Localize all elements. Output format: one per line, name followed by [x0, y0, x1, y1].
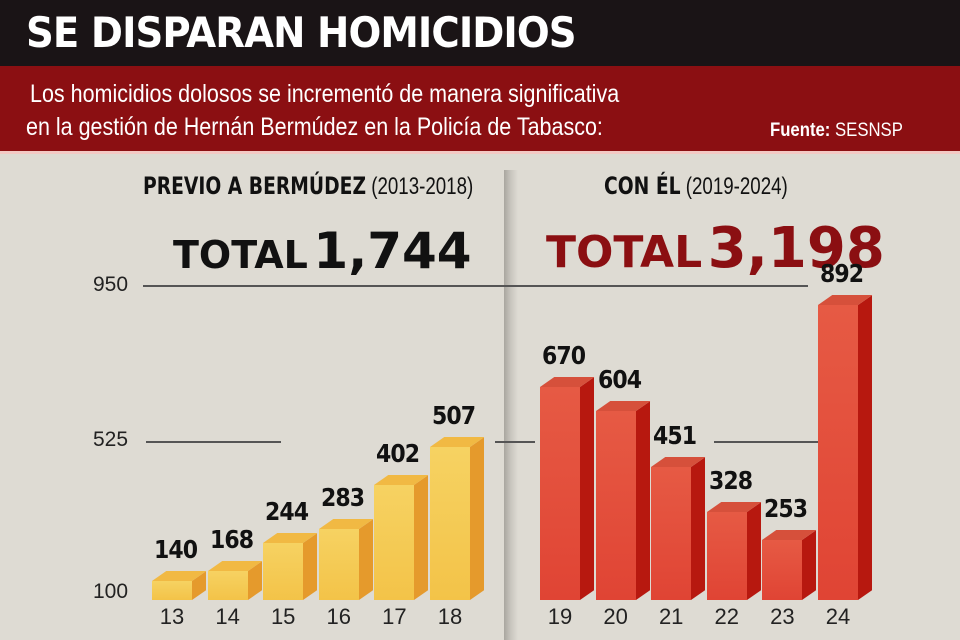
bar-14 [207, 561, 262, 600]
value-label-24: 892 [819, 259, 864, 289]
value-label-22: 328 [708, 466, 753, 496]
bar-front [818, 305, 858, 600]
x-label-17: 17 [382, 604, 407, 629]
bar-side [746, 502, 761, 600]
bar-side [358, 519, 373, 600]
bar-front [595, 411, 636, 600]
gridline-525 [146, 441, 281, 443]
x-label-18: 18 [437, 604, 463, 629]
x-label-14: 14 [215, 604, 240, 629]
gridline-525-mid [495, 441, 535, 443]
bar-23 [762, 529, 817, 600]
x-label-13: 13 [159, 604, 185, 629]
bar-front [374, 485, 415, 600]
bar-21 [651, 457, 706, 600]
source-value: SESNSP [835, 120, 903, 141]
before-panel-title: PREVIO A BERMÚDEZ (2013-2018) [143, 172, 473, 201]
bar-16 [318, 518, 374, 600]
bar-side [470, 436, 484, 600]
before-title-range: (2013-2018) [371, 173, 474, 200]
value-label-14: 168 [209, 525, 254, 555]
during-total-label: TOTAL [546, 227, 703, 278]
bar-18 [430, 436, 485, 600]
during-total: TOTAL 3,198 [546, 216, 885, 281]
value-label-17: 402 [376, 439, 420, 469]
gridline-950 [143, 285, 808, 287]
bar-front [318, 528, 359, 600]
y-tick-525: 525 [93, 428, 129, 451]
bar-front [152, 581, 192, 600]
bar-side [414, 475, 429, 600]
bar-17 [374, 475, 429, 600]
chart-title: SE DISPARAN HOMICIDIOS [26, 8, 577, 57]
bar-15 [263, 533, 318, 600]
subtitle-line-1: Los homicidios dolosos se incrementó de … [30, 80, 620, 108]
bar-front [762, 539, 803, 600]
bar-side [858, 295, 872, 600]
bar-24 [818, 295, 873, 600]
bar-side [802, 530, 817, 600]
source: Fuente: SESNSP [770, 120, 903, 142]
bar-13 [152, 571, 207, 600]
bar-front [207, 571, 248, 600]
during-total-value: 3,198 [707, 216, 885, 281]
x-label-22: 22 [714, 604, 740, 629]
y-tick-950: 950 [93, 273, 129, 296]
value-label-21: 451 [653, 421, 697, 451]
during-title-bold: CON ÉL [604, 172, 681, 200]
bar-20 [595, 401, 650, 600]
value-label-18: 507 [431, 400, 476, 430]
bar-front [651, 467, 692, 600]
value-label-16: 283 [320, 482, 365, 512]
value-label-19: 670 [541, 340, 586, 370]
during-title-range: (2019-2024) [685, 173, 788, 200]
value-label-15: 244 [265, 497, 309, 527]
bar-side [691, 457, 706, 600]
before-total-value: 1,744 [313, 222, 472, 280]
x-label-19: 19 [547, 604, 573, 629]
value-label-13: 140 [153, 535, 198, 565]
bar-19 [540, 376, 595, 600]
x-label-24: 24 [825, 604, 851, 629]
bar-front [430, 446, 470, 600]
x-label-15: 15 [270, 604, 296, 629]
before-total-label: TOTAL [173, 233, 308, 277]
y-tick-100: 100 [93, 580, 129, 603]
header-bar: SE DISPARAN HOMICIDIOS [0, 0, 960, 66]
gridline-525-right [714, 441, 818, 443]
bar-22 [706, 502, 762, 600]
during-panel-title: CON ÉL (2019-2024) [604, 172, 788, 201]
bar-front [706, 512, 747, 600]
value-label-20: 604 [597, 365, 642, 394]
x-label-23: 23 [770, 604, 795, 629]
bar-side [635, 401, 650, 600]
before-total: TOTAL 1,744 [173, 222, 472, 280]
before-title-bold: PREVIO A BERMÚDEZ [143, 172, 367, 200]
value-label-23: 253 [764, 493, 808, 523]
x-label-16: 16 [326, 604, 352, 629]
source-label: Fuente: [770, 120, 831, 141]
x-label-20: 20 [603, 604, 628, 629]
bar-front [540, 386, 580, 600]
bar-side [303, 533, 318, 600]
subheader-bar: Los homicidios dolosos se incrementó de … [0, 66, 960, 154]
x-label-21: 21 [658, 604, 684, 629]
bar-side [580, 376, 594, 600]
subtitle-line-2: en la gestión de Hernán Bermúdez en la P… [26, 113, 603, 141]
panel-divider [504, 170, 518, 640]
bar-front [263, 543, 304, 600]
